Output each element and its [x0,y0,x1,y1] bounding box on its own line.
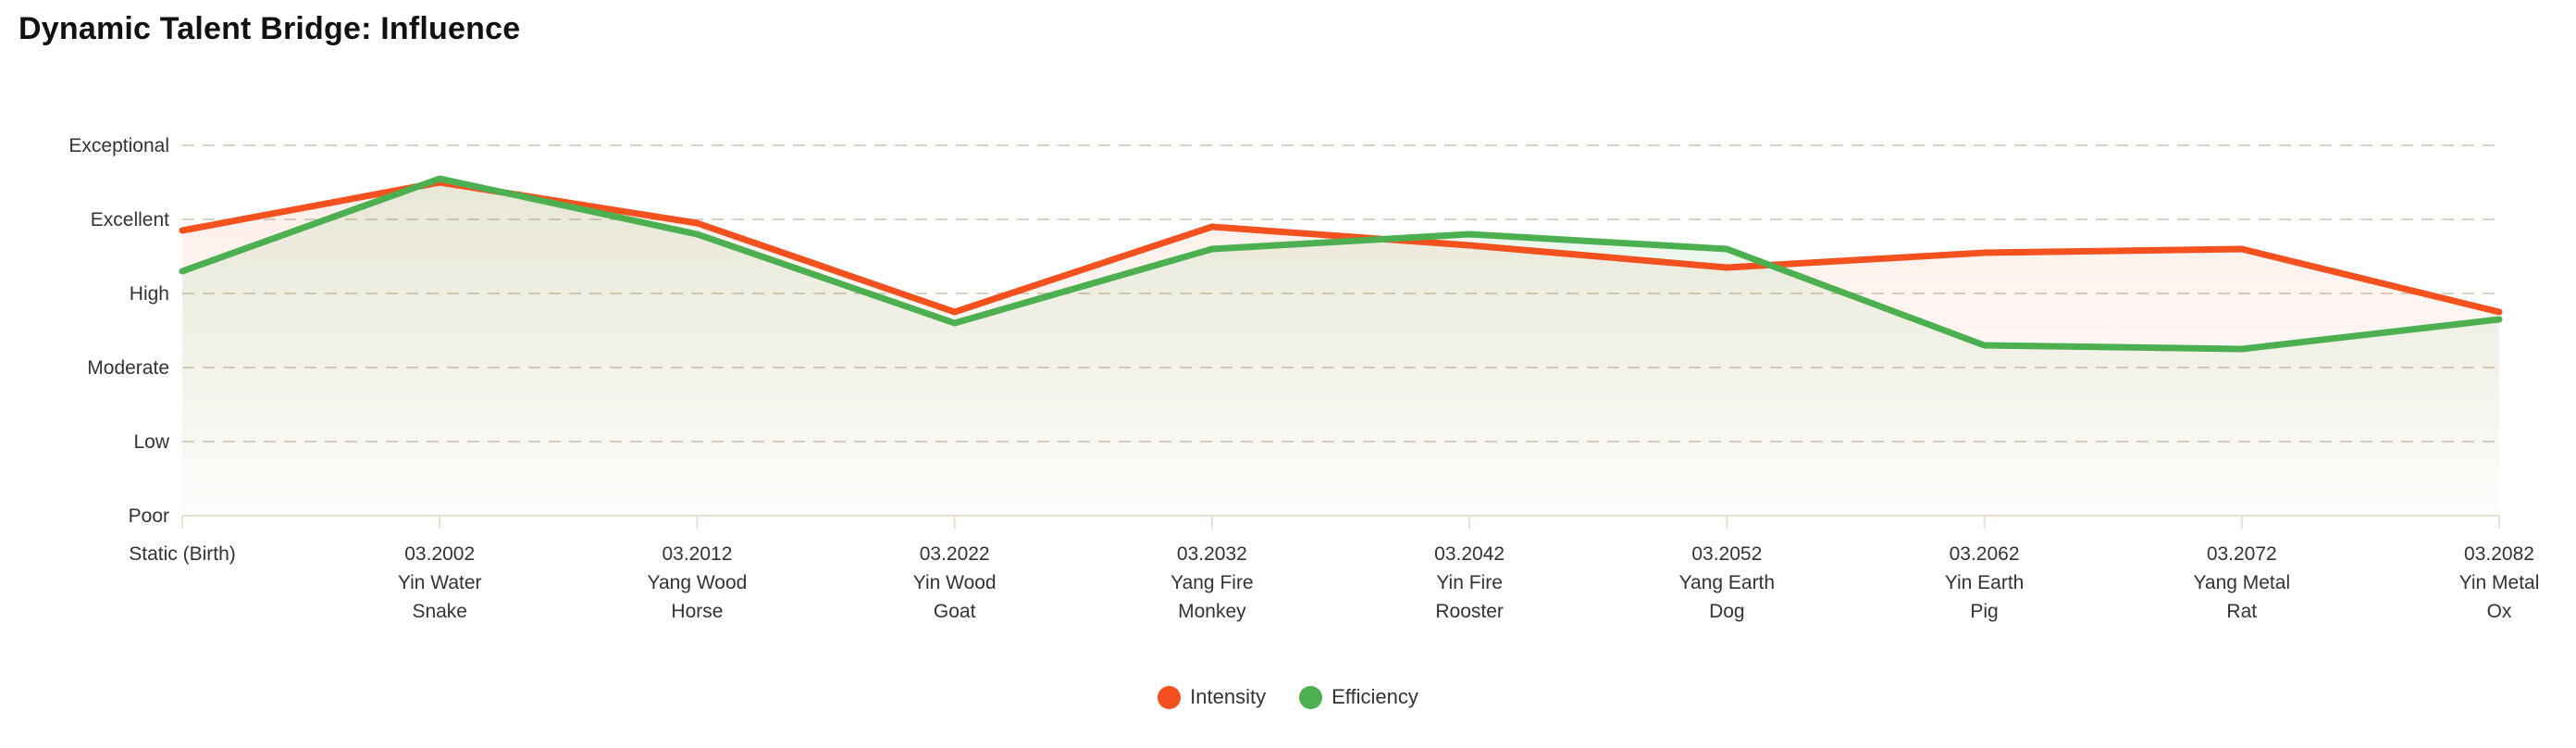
x-axis-label: Snake [412,601,467,622]
chart-legend: Intensity Efficiency [0,685,2576,709]
chart-title: Dynamic Talent Bridge: Influence [19,11,521,46]
efficiency-series-dot-icon [1299,685,1323,709]
x-axis-label: Pig [1970,601,1998,622]
x-axis-label: Monkey [1178,601,1246,622]
x-axis-label: Rooster [1435,601,1504,622]
efficiency-line [179,175,2503,353]
x-axis-label: Yin Fire [1436,572,1503,593]
x-axis-label: 03.2022 [920,543,990,565]
y-axis-label-low: Low [133,431,169,453]
x-axis-label: Yin Water [398,572,482,593]
x-axis-label: Static (Birth) [129,543,236,565]
x-axis-label: Horse [671,601,723,622]
x-axis-label: Yang Earth [1679,572,1776,593]
legend-item-intensity[interactable]: Intensity [1158,685,1266,709]
legend-label-efficiency: Efficiency [1331,685,1418,708]
x-axis-label: Yin Earth [1945,572,2025,593]
intensity-line [179,179,2503,316]
efficiency-area [182,179,2499,516]
x-axis-label: 03.2052 [1691,543,1762,565]
x-axis-label: 03.2002 [404,543,475,565]
x-axis-label: Ox [2487,601,2512,622]
legend-label-intensity: Intensity [1190,685,1267,708]
x-axis-label: 03.2062 [1950,543,2020,565]
legend-item-efficiency[interactable]: Efficiency [1299,685,1418,709]
y-axis-label-exceptional: Exceptional [68,135,169,156]
y-axis-label-excellent: Excellent [91,209,169,231]
x-axis-label: 03.2032 [1177,543,1247,565]
x-axis-label: Yang Metal [2193,572,2290,593]
x-axis-label: 03.2082 [2464,543,2534,565]
y-axis-label-moderate: Moderate [87,357,169,379]
y-axis-label-high: High [130,283,169,305]
y-axis-label-poor: Poor [129,505,169,527]
x-axis-label: Goat [934,601,976,622]
x-axis-label: 03.2042 [1434,543,1505,565]
x-axis-label: Yang Wood [648,572,748,593]
intensity-series-dot-icon [1158,685,1182,709]
x-axis-label: Yang Fire [1170,572,1254,593]
x-axis-label: Yin Metal [2459,572,2540,593]
x-axis-label: Yin Wood [913,572,997,593]
x-axis-label: 03.2072 [2207,543,2277,565]
x-axis-label: Rat [2226,601,2257,622]
x-axis-label: Dog [1709,601,1745,622]
x-axis-label: 03.2012 [662,543,732,565]
